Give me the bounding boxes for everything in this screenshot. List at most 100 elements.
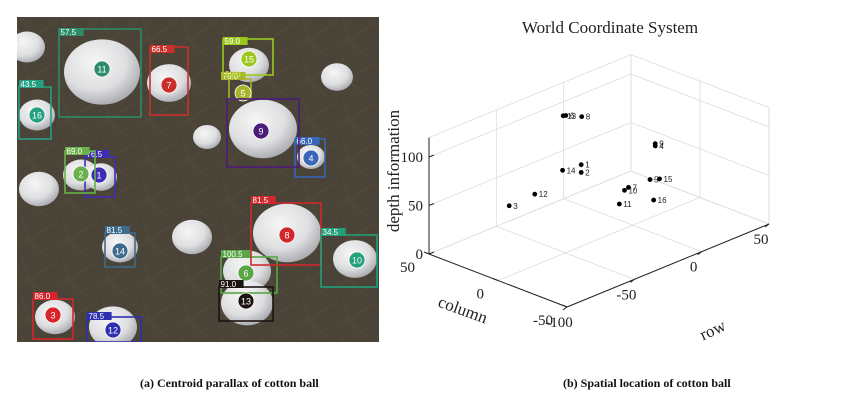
boll-id-label: 4	[308, 154, 313, 164]
parallax-label-bg	[221, 72, 246, 80]
grid	[428, 54, 770, 308]
x-tick	[697, 251, 702, 256]
boll-id-label: 15	[244, 55, 254, 65]
parallax-label: 66.5	[152, 45, 168, 54]
x-tick	[562, 306, 568, 311]
data-point	[626, 185, 631, 190]
boll-id-label: 2	[78, 170, 83, 180]
point-label: 14	[567, 166, 576, 175]
parallax-label-bg	[65, 147, 90, 155]
point-label: 1	[585, 161, 590, 170]
detection-box	[218, 286, 274, 322]
z-tick	[428, 251, 435, 255]
parallax-label: 34.5	[323, 228, 339, 237]
data-point	[622, 187, 627, 193]
parallax-label-bg	[321, 228, 346, 236]
point-label: 16	[658, 196, 667, 205]
parallax-label: 69.0	[67, 147, 83, 156]
caption-b: (b) Spatial location of cotton ball	[563, 376, 731, 390]
detection-box	[320, 234, 378, 288]
boll-marker	[28, 106, 46, 124]
data-point	[579, 114, 585, 120]
parallax-label: 100.5	[223, 250, 244, 259]
parallax-label: 91.0	[221, 280, 237, 289]
grid-line	[428, 170, 632, 255]
parallax-label-bg	[219, 280, 244, 288]
chart-title: World Coordinate System	[522, 18, 698, 37]
z-axis-label: depth information	[385, 109, 403, 232]
detection-box	[226, 98, 300, 168]
x-tick	[764, 223, 770, 228]
parallax-label-bg	[221, 250, 251, 258]
parallax-label-bg	[295, 137, 320, 145]
point-label: 5	[654, 176, 659, 185]
boll-id-label: 3	[50, 311, 55, 321]
y-tick-label: 50	[400, 260, 415, 276]
grid-line	[630, 73, 770, 128]
parallax-label: 81.5	[253, 196, 269, 205]
parallax-label: 75.0	[223, 72, 239, 81]
grid-line	[630, 54, 770, 108]
boll-id-label: 10	[352, 256, 362, 266]
grid-line	[630, 170, 770, 225]
z-tick-label: 50	[408, 199, 423, 215]
parallax-label: 59.0	[225, 37, 241, 46]
data-point	[506, 203, 512, 209]
boll-id-label: 16	[32, 111, 42, 121]
point-label: 11	[623, 200, 632, 209]
data-point	[578, 170, 584, 175]
point-label: 6	[570, 111, 575, 120]
boll-id-label: 8	[284, 231, 289, 241]
boll-marker	[348, 251, 366, 269]
parallax-label-extra: 59.0	[225, 70, 241, 79]
boll-marker	[93, 60, 111, 78]
point-label: 13	[567, 112, 576, 121]
boll-id-label: 7	[166, 81, 171, 91]
data-point	[651, 197, 657, 203]
cotton-boll	[19, 171, 59, 207]
parallax-label-bg	[150, 45, 175, 53]
parallax-label: 78.5	[89, 312, 105, 321]
boll-id-label: 11	[97, 65, 106, 75]
data-point	[616, 201, 622, 207]
detection-box	[222, 38, 274, 76]
x-tick	[630, 278, 635, 283]
parallax-label: 86.0	[35, 292, 51, 301]
cotton-photo: 176.5269.0386.0466.0575.06100.5766.5881.…	[17, 17, 379, 342]
parallax-label-bg	[85, 150, 110, 158]
boll-id-label: 9	[258, 127, 263, 137]
point-label: 15	[664, 175, 673, 184]
point-label: 2	[585, 168, 590, 177]
y-tick-label: 0	[477, 287, 485, 303]
cotton-boll	[172, 219, 212, 255]
x-axis-label: row	[697, 316, 730, 345]
data-point	[560, 113, 566, 119]
boll-id-label: 6	[243, 269, 248, 279]
x-tick-label: -50	[616, 287, 636, 303]
y-tick	[561, 304, 568, 308]
parallax-label-bg	[251, 196, 276, 204]
boll-marker	[44, 306, 62, 324]
cotton-boll	[321, 63, 353, 91]
boll-marker	[111, 242, 129, 260]
z-tick	[428, 203, 435, 206]
parallax-label-bg	[87, 312, 112, 320]
grid-line	[428, 73, 632, 158]
boll-id-label: 12	[108, 326, 118, 336]
scatter-3d-plot: World Coordinate System -100-50050-50050…	[385, 18, 770, 345]
x-axis-line	[566, 223, 770, 308]
point-label: 12	[539, 190, 548, 199]
point-label: 8	[586, 113, 591, 122]
parallax-label: 81.5	[107, 226, 123, 235]
data-point	[652, 141, 658, 147]
boll-marker	[237, 292, 255, 310]
y-tick	[423, 251, 430, 255]
parallax-label-bg	[33, 292, 58, 300]
x-tick-label: 0	[690, 260, 698, 276]
parallax-label-bg	[19, 80, 44, 88]
boll-marker	[240, 50, 258, 68]
boll-marker	[237, 264, 255, 282]
detection-layer: 176.5269.0386.0466.0575.06100.5766.5881.…	[18, 28, 378, 342]
